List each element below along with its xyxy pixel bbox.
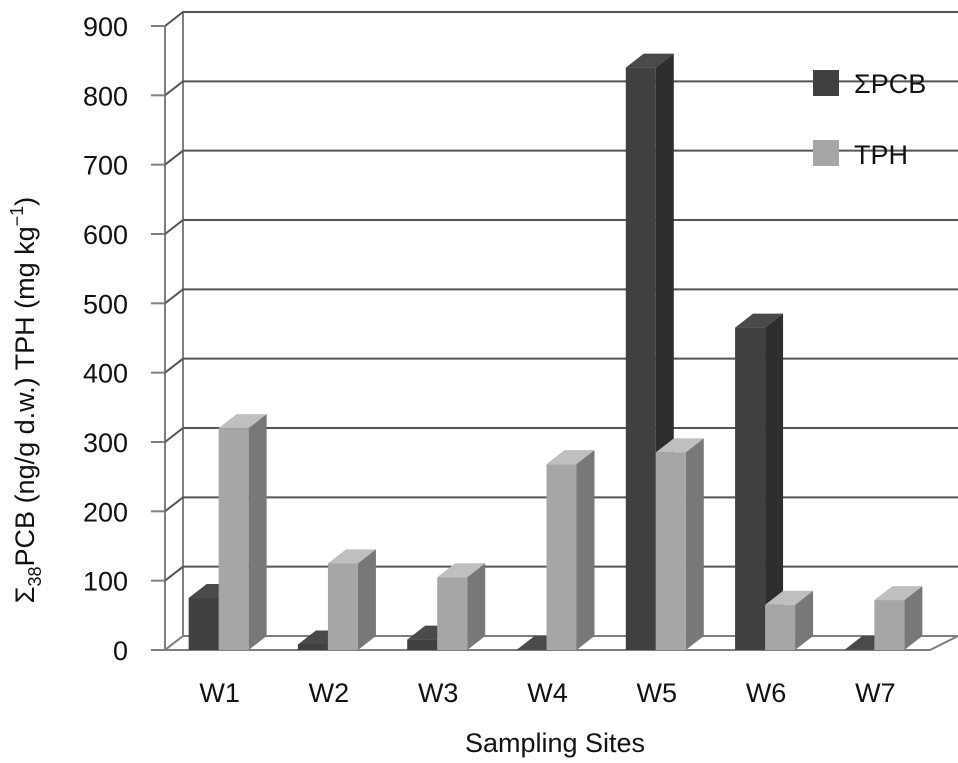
bar-w2-series-1 — [327, 549, 376, 650]
bar-front-face — [218, 428, 249, 650]
y-axis-ticks: 0 100 200 300 400 500 600 700 800 900 — [83, 12, 165, 666]
x-tick-label: W5 — [637, 678, 678, 708]
y-tick-label: 700 — [83, 151, 128, 181]
legend-swatch-pcb — [813, 70, 839, 96]
bar-top-face — [625, 53, 674, 68]
bar-top-face — [874, 586, 923, 601]
bar-top-face — [655, 438, 704, 453]
bar-side-face — [904, 586, 923, 650]
y-axis-title-subscript: 38 — [25, 566, 45, 586]
bar-side-face — [248, 414, 267, 650]
y-axis-title-close: ) — [10, 197, 40, 206]
bar-top-face — [218, 414, 267, 429]
x-tick-label: W1 — [199, 678, 240, 708]
bar-front-face — [188, 598, 219, 650]
bar-side-face — [765, 313, 784, 650]
bar-front-face — [297, 644, 328, 650]
bar-side-face — [576, 450, 595, 650]
gridline — [164, 149, 958, 166]
bar-side-face — [467, 563, 486, 650]
bar-side-face — [685, 438, 704, 650]
bar-front-face — [327, 563, 358, 650]
y-tick-label: 800 — [83, 81, 128, 111]
x-tick-label: W6 — [746, 678, 787, 708]
y-axis-title-main: PCB (ng/g d.w.) TPH (mg kg — [10, 226, 40, 566]
bar-top-face — [327, 549, 376, 564]
y-tick-label: 900 — [83, 12, 128, 42]
bar-front-face — [437, 577, 468, 650]
gridline — [164, 219, 958, 235]
bar-w7-series-1 — [874, 586, 923, 650]
bar-front-face — [874, 600, 905, 650]
bar-w4-series-1 — [546, 450, 595, 650]
bar-side-face — [357, 549, 376, 650]
y-axis-title: Σ38PCB (ng/g d.w.) TPH (mg kg−1) — [7, 197, 45, 603]
gridline — [164, 80, 958, 97]
bar-top-face — [437, 563, 486, 578]
x-axis-labels: W1 W2 W3 W4 W5 W6 W7 — [199, 678, 895, 708]
bar-front-face — [655, 452, 686, 650]
y-axis-title-superscript: −1 — [7, 206, 27, 227]
bar-w6-series-0 — [735, 313, 784, 650]
gridline — [164, 357, 958, 374]
x-axis-title: Sampling Sites — [465, 728, 645, 758]
bar-w6-series-1 — [765, 590, 814, 650]
y-tick-label: 200 — [83, 497, 128, 527]
gridline — [164, 288, 958, 305]
y-tick-label: 400 — [83, 359, 128, 389]
legend: ΣPCB TPH — [813, 69, 926, 170]
y-axis-title-sigma: Σ — [10, 586, 40, 603]
bars — [188, 53, 923, 651]
bar-top-face — [735, 313, 784, 328]
side-wall — [164, 12, 184, 651]
bar-front-face — [735, 327, 766, 650]
legend-swatch-tph — [813, 140, 839, 166]
bar-top-face — [546, 450, 595, 465]
bar-w1-series-1 — [218, 414, 267, 650]
y-tick-label: 500 — [83, 289, 128, 319]
y-tick-label: 300 — [83, 428, 128, 458]
gridline — [164, 11, 958, 27]
bar-w5-series-1 — [655, 438, 704, 650]
y-tick-label: 600 — [83, 220, 128, 250]
y-tick-label: 0 — [113, 636, 128, 666]
bar-front-face — [765, 604, 796, 650]
legend-label-tph: TPH — [854, 140, 908, 170]
x-tick-label: W4 — [527, 678, 568, 708]
bar-w3-series-1 — [437, 563, 486, 650]
x-tick-label: W7 — [855, 678, 896, 708]
gridlines — [164, 11, 958, 582]
x-tick-label: W2 — [309, 678, 350, 708]
legend-label-pcb: ΣPCB — [854, 69, 926, 99]
x-tick-label: W3 — [418, 678, 459, 708]
y-tick-label: 100 — [83, 567, 128, 597]
bar-front-face — [407, 639, 438, 650]
bar-front-face — [546, 464, 577, 650]
bar-top-face — [765, 590, 814, 605]
bar-side-face — [795, 590, 814, 650]
bar-front-face — [625, 67, 656, 651]
gridline — [164, 427, 958, 443]
